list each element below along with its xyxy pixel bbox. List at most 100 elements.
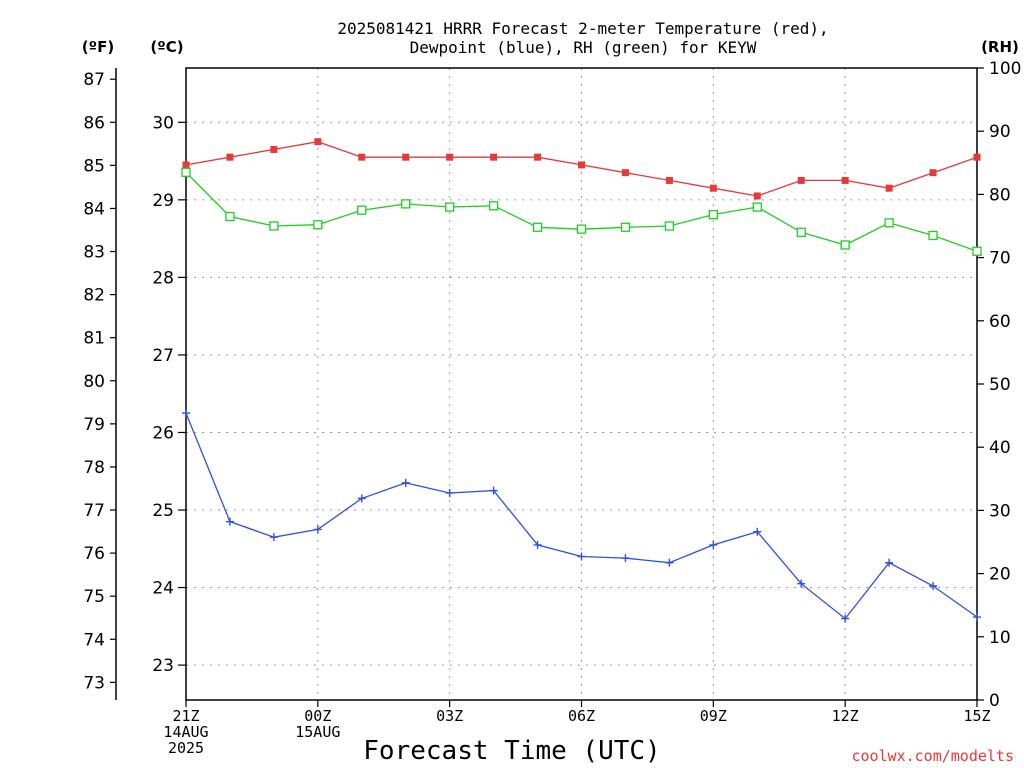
series-rh bbox=[181, 167, 982, 256]
data-point-temperature bbox=[182, 161, 190, 169]
data-point-dewpoint bbox=[885, 558, 894, 567]
fahrenheit-tick-label: 85 bbox=[83, 156, 105, 176]
fahrenheit-tick-label: 87 bbox=[83, 70, 105, 90]
data-point-rh bbox=[313, 220, 323, 230]
celsius-tick-label: 27 bbox=[152, 346, 174, 366]
data-point-dewpoint bbox=[357, 494, 366, 503]
data-point-rh bbox=[357, 205, 367, 215]
fahrenheit-tick-label: 74 bbox=[83, 630, 105, 650]
data-point-rh bbox=[928, 230, 938, 241]
data-point-rh bbox=[532, 222, 543, 232]
data-point-dewpoint bbox=[929, 582, 938, 591]
time-tick-label: 12Z bbox=[832, 707, 859, 725]
data-point-temperature bbox=[490, 153, 498, 161]
data-point-dewpoint bbox=[445, 488, 454, 497]
data-point-dewpoint bbox=[665, 558, 674, 567]
fahrenheit-tick-label: 84 bbox=[83, 199, 105, 219]
fahrenheit-tick-label: 78 bbox=[83, 458, 105, 478]
data-point-dewpoint bbox=[621, 554, 630, 563]
rh-unit-label: (RH) bbox=[981, 38, 1019, 56]
rh-tick-label: 40 bbox=[989, 438, 1011, 458]
celsius-tick-label: 30 bbox=[152, 113, 174, 133]
chart-subtitle: Dewpoint (blue), RH (green) for KEYW bbox=[410, 38, 757, 57]
data-point-rh bbox=[840, 240, 850, 250]
fahrenheit-tick-label: 73 bbox=[83, 673, 105, 693]
rh-tick-label: 70 bbox=[989, 249, 1011, 269]
celsius-tick-label: 28 bbox=[152, 268, 174, 288]
fahrenheit-tick-label: 80 bbox=[83, 372, 105, 392]
rh-tick-label: 20 bbox=[989, 565, 1011, 585]
data-point-rh bbox=[401, 199, 411, 209]
fahrenheit-tick-label: 76 bbox=[83, 544, 105, 564]
celsius-tick-label: 26 bbox=[152, 423, 174, 443]
data-point-dewpoint bbox=[973, 613, 981, 622]
data-point-dewpoint bbox=[797, 579, 806, 588]
data-point-temperature bbox=[534, 153, 542, 161]
rh-tick-label: 90 bbox=[989, 122, 1011, 142]
fahrenheit-tick-label: 81 bbox=[83, 329, 105, 349]
data-point-rh bbox=[752, 202, 762, 212]
time-axis: 21Z 14AUG 2025 00Z 15AUG 03Z 06Z 09Z 12Z 15Z bbox=[163, 700, 991, 757]
data-point-temperature bbox=[841, 176, 849, 184]
time-tick-label: 03Z bbox=[436, 707, 463, 725]
data-point-temperature bbox=[402, 153, 410, 161]
data-point-temperature bbox=[885, 184, 893, 192]
rh-tick-label: 0 bbox=[989, 691, 1000, 711]
data-point-dewpoint bbox=[489, 486, 498, 495]
series-temperature bbox=[182, 138, 981, 200]
rh-axis: 0 10 20 30 40 50 60 70 80 90 100 bbox=[977, 59, 1021, 711]
celsius-tick-label: 24 bbox=[152, 579, 174, 599]
data-point-temperature bbox=[314, 138, 322, 146]
rh-tick-label: 10 bbox=[989, 628, 1011, 648]
series-layer bbox=[181, 138, 982, 623]
data-point-temperature bbox=[270, 145, 278, 153]
data-point-dewpoint bbox=[533, 540, 542, 549]
data-point-rh bbox=[576, 224, 587, 234]
celsius-tick-label: 23 bbox=[152, 656, 174, 676]
celsius-tick-label: 29 bbox=[152, 191, 174, 211]
data-point-rh bbox=[488, 201, 499, 211]
rh-tick-label: 100 bbox=[989, 59, 1021, 79]
data-point-dewpoint bbox=[182, 409, 190, 418]
data-point-rh bbox=[664, 221, 675, 231]
data-point-temperature bbox=[665, 176, 673, 184]
fahrenheit-axis: 73 74 75 76 77 78 79 80 81 82 83 84 85 86 87 bbox=[83, 68, 117, 700]
data-point-temperature bbox=[709, 184, 717, 192]
data-point-temperature bbox=[358, 153, 366, 161]
data-point-rh bbox=[181, 167, 191, 177]
time-tick-label: 21Z 14AUG 2025 bbox=[163, 707, 208, 757]
data-point-rh bbox=[269, 221, 279, 231]
fahrenheit-tick-label: 86 bbox=[83, 113, 105, 133]
time-tick-label: 15Z bbox=[963, 707, 990, 725]
rh-tick-label: 60 bbox=[989, 312, 1011, 332]
data-point-temperature bbox=[578, 161, 585, 169]
fahrenheit-tick-label: 77 bbox=[83, 501, 105, 521]
time-tick-label: 00Z 15AUG bbox=[295, 707, 340, 741]
celsius-unit-label: (ºC) bbox=[150, 38, 183, 56]
data-point-dewpoint bbox=[753, 527, 762, 536]
data-point-rh bbox=[445, 202, 455, 212]
data-point-rh bbox=[972, 246, 982, 256]
rh-tick-label: 30 bbox=[989, 501, 1011, 521]
data-point-dewpoint bbox=[313, 525, 322, 534]
time-tick-label: 06Z bbox=[568, 707, 595, 725]
fahrenheit-tick-label: 82 bbox=[83, 286, 105, 306]
data-point-temperature bbox=[621, 169, 629, 177]
fahrenheit-tick-label: 83 bbox=[83, 243, 105, 263]
data-point-temperature bbox=[797, 176, 805, 184]
data-point-dewpoint bbox=[269, 533, 278, 542]
data-point-rh bbox=[225, 211, 235, 222]
data-point-dewpoint bbox=[709, 540, 718, 549]
grid-lines bbox=[186, 68, 977, 700]
data-point-temperature bbox=[226, 153, 234, 161]
data-point-rh bbox=[708, 209, 718, 220]
rh-tick-label: 80 bbox=[989, 185, 1011, 205]
data-point-temperature bbox=[973, 153, 981, 161]
data-point-rh bbox=[796, 227, 806, 237]
x-axis-label: Forecast Time (UTC) bbox=[363, 736, 660, 766]
data-point-temperature bbox=[753, 192, 761, 200]
celsius-axis: 23 24 25 26 27 28 29 30 bbox=[152, 113, 186, 676]
fahrenheit-tick-label: 75 bbox=[83, 587, 105, 607]
celsius-tick-label: 25 bbox=[152, 501, 174, 521]
data-point-rh bbox=[620, 222, 631, 232]
